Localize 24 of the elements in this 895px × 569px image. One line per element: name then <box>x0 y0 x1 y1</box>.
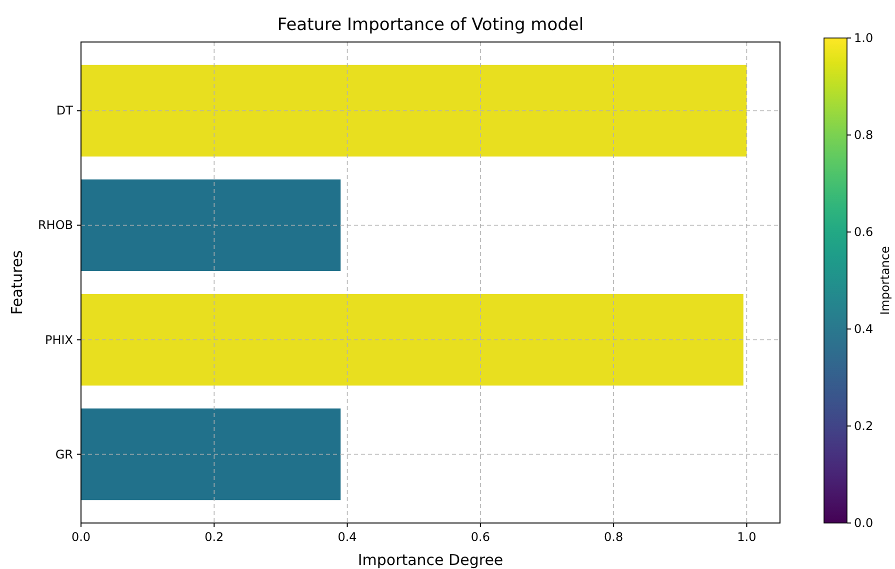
x-tick-label: 0.0 <box>71 530 91 544</box>
x-tick-label: 0.6 <box>470 530 490 544</box>
bar <box>81 179 341 272</box>
color-bar-label: 0.6 <box>854 225 874 239</box>
color-bar-label: 1.0 <box>854 31 874 45</box>
bar <box>81 408 341 500</box>
y-tick-label: GR <box>55 447 73 462</box>
x-tick-label: 0.8 <box>604 530 624 544</box>
bar <box>81 294 744 386</box>
color-bar-label: 0.2 <box>854 419 874 433</box>
y-tick-label: RHOB <box>38 218 73 232</box>
bar <box>81 64 747 157</box>
color-bar-title: Importance <box>878 246 892 315</box>
x-tick-label: 0.4 <box>338 530 357 544</box>
color-bar-label: 0.0 <box>854 516 874 530</box>
color-bar-label: 0.8 <box>854 128 874 142</box>
x-tick-label: 0.2 <box>204 530 224 544</box>
y-axis-title: Features <box>8 250 26 315</box>
y-tick-label: PHIX <box>44 332 73 347</box>
y-tick-label: DT <box>56 104 74 118</box>
chart-title: Feature Importance of Voting model <box>277 15 584 35</box>
x-axis-title: Importance Degree <box>358 551 504 569</box>
color-bar-label: 0.4 <box>854 322 874 336</box>
x-tick-label: 1.0 <box>737 530 756 544</box>
